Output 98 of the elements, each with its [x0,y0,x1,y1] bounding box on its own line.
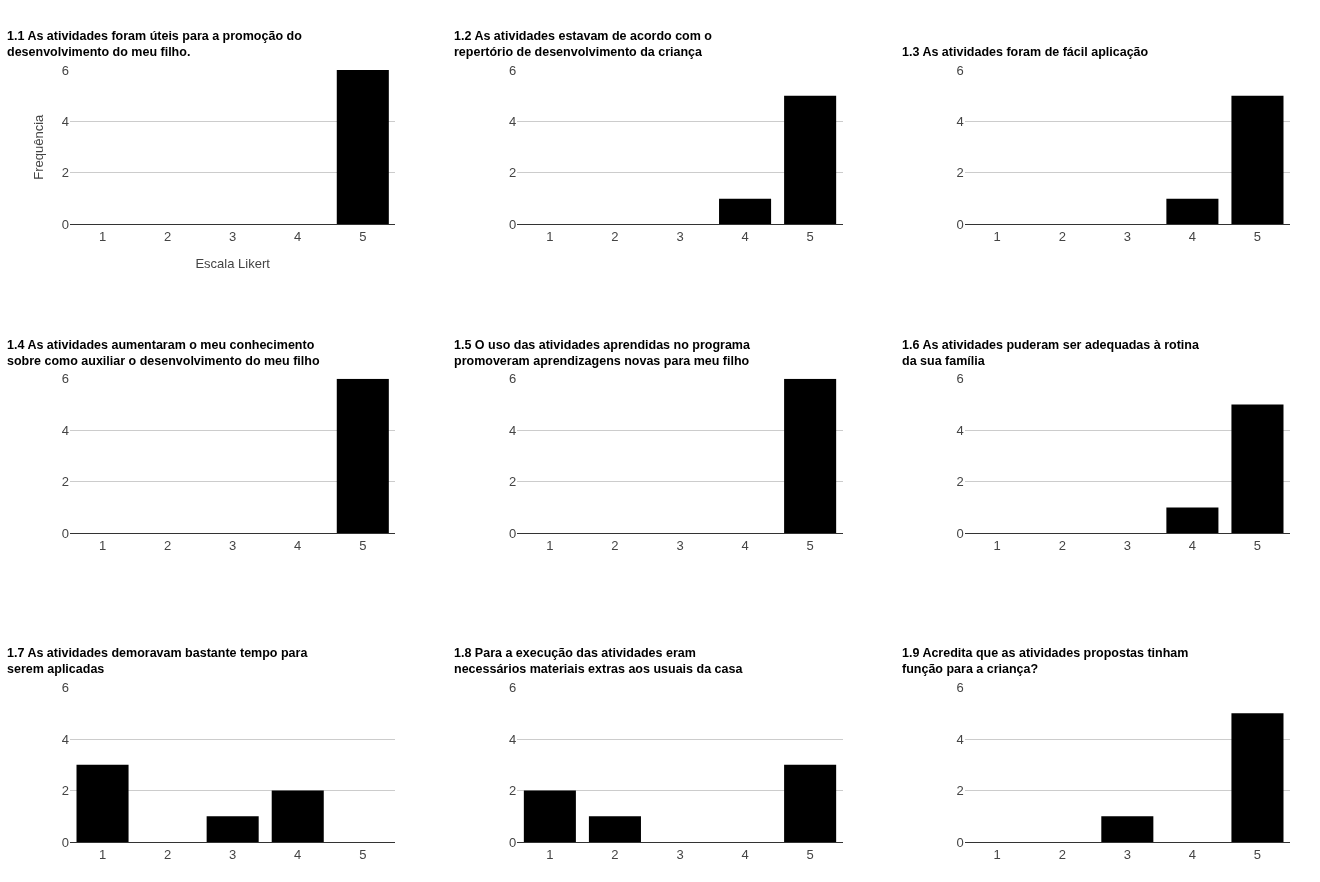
y-axis-title: Frequência [30,113,46,180]
x-tick-label: 4 [294,846,302,862]
chart-title: 1.4 As atividades aumentaram o meu conhecimento sobre como auxiliar o desenvolvimento do meu filho [7,338,320,369]
x-tick-label: 2 [611,229,619,244]
y-tick-label: 4 [509,114,517,130]
y-tick-label: 6 [61,680,69,696]
chart-title: 1.7 As atividades demoravam bastante tempo para serem aplicadas [7,646,309,677]
x-tick-label: 5 [806,846,814,862]
y-tick-label: 2 [509,783,517,799]
chart-title: 1.9 Acredita que as atividades propostas tinham função para a criança? [902,646,1189,677]
y-tick-label: 4 [61,731,69,747]
x-tick-label: 3 [229,229,237,244]
x-tick-label: 4 [741,229,749,244]
x-tick-label: 5 [806,537,814,553]
y-tick-label: 0 [956,525,964,541]
y-tick-label: 0 [61,216,69,232]
x-tick-label: 3 [229,537,237,553]
chart-title: 1.8 Para a execução das atividades eram necessários materiais extras aos usuais da casa [454,646,744,677]
x-tick-label: 4 [1188,846,1197,862]
chart-title: 1.5 O uso das atividades aprendidas no programa promoveram aprendizagens novas para meu filho [454,338,751,369]
y-tick-label: 4 [509,422,517,438]
chart-title: 1.2 As atividades estavam de acordo com o repertório de desenvolvimento da criança [454,29,713,60]
x-tick-label: 3 [676,846,684,862]
x-tick-label: 5 [359,229,367,244]
x-tick-label: 1 [546,229,554,244]
y-tick-label: 2 [509,165,517,181]
x-tick-label: 3 [1123,537,1131,553]
y-tick-label: 4 [61,422,69,438]
x-tick-label: 5 [1253,229,1262,244]
x-tick-label: 4 [741,846,749,862]
x-tick-label: 2 [1058,537,1066,553]
y-tick-label: 0 [61,834,69,850]
y-tick-label: 0 [509,216,517,232]
x-tick-label: 2 [1058,229,1066,244]
y-tick-label: 0 [509,525,517,541]
x-tick-label: 5 [1253,846,1262,862]
x-tick-label: 2 [611,537,619,553]
x-tick-label: 2 [611,846,619,862]
y-tick-label: 4 [61,114,69,130]
x-tick-label: 1 [546,537,554,553]
y-tick-label: 6 [509,62,517,78]
x-tick-label: 3 [676,229,684,244]
x-tick-label: 1 [98,846,107,862]
y-tick-label: 0 [956,216,964,232]
y-tick-label: 6 [956,62,964,78]
x-axis-title: Escala Likert [195,255,271,271]
x-tick-label: 3 [1123,229,1131,244]
x-tick-label: 4 [741,537,749,553]
y-tick-label: 2 [956,474,964,490]
chart-title: 1.3 As atividades foram de fácil aplicação [902,45,1149,59]
y-tick-label: 4 [509,731,517,747]
x-tick-label: 5 [806,229,814,244]
y-tick-label: 4 [956,731,964,747]
x-tick-label: 4 [294,229,302,244]
y-tick-label: 0 [509,834,517,850]
y-tick-label: 2 [61,165,69,181]
y-tick-label: 2 [61,783,69,799]
chart-title: 1.1 As atividades foram úteis para a promoção do desenvolvimento do meu filho. [7,29,303,60]
x-tick-label: 4 [1188,537,1197,553]
x-tick-label: 1 [993,229,1001,244]
y-tick-label: 2 [61,474,69,490]
bar [206,816,259,842]
x-tick-label: 2 [163,846,172,862]
x-tick-label: 4 [294,537,302,553]
x-tick-label: 3 [676,537,684,553]
x-tick-label: 5 [359,846,367,862]
y-tick-label: 2 [956,165,964,181]
x-tick-label: 5 [359,537,367,553]
chart-title: 1.6 As atividades puderam ser adequadas à rotina da sua família [902,338,1200,369]
bar [784,764,837,842]
y-tick-label: 4 [956,422,964,438]
y-tick-label: 6 [61,62,69,78]
y-tick-label: 6 [956,680,964,696]
y-tick-label: 4 [956,114,964,130]
x-tick-label: 5 [1253,537,1262,553]
x-tick-label: 1 [546,846,554,862]
y-tick-label: 6 [509,680,517,696]
y-tick-label: 6 [61,371,69,387]
x-tick-label: 2 [1058,846,1066,862]
bar [523,790,576,842]
x-tick-label: 2 [163,229,172,244]
x-tick-label: 1 [993,846,1001,862]
y-tick-label: 2 [509,474,517,490]
y-tick-label: 6 [956,371,964,387]
x-tick-label: 1 [98,537,107,553]
x-tick-label: 3 [1123,846,1131,862]
bar [76,764,129,842]
x-tick-label: 3 [229,846,237,862]
y-tick-label: 0 [61,525,69,541]
y-tick-label: 6 [509,371,517,387]
bar [588,816,641,842]
y-tick-label: 0 [956,834,964,850]
y-tick-label: 2 [956,783,964,799]
x-tick-label: 1 [98,229,107,244]
x-tick-label: 4 [1188,229,1197,244]
x-tick-label: 2 [163,537,172,553]
bar [271,790,324,842]
x-tick-label: 1 [993,537,1001,553]
